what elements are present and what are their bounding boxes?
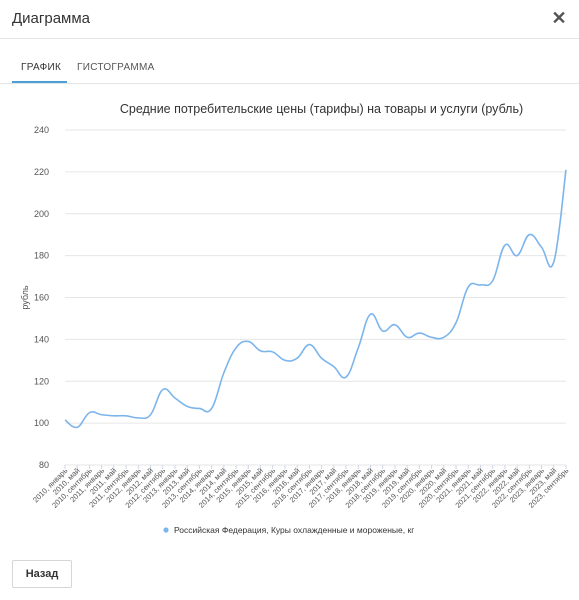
y-tick-label: 240 xyxy=(34,125,49,135)
chart-container: Средние потребительские цены (тарифы) на… xyxy=(0,95,579,540)
dialog-header: Диаграмма ✕ xyxy=(0,0,579,39)
tab-chart[interactable]: ГРАФИК xyxy=(21,62,62,73)
legend-label: Российская Федерация, Куры охлажденные и… xyxy=(174,525,414,535)
y-tick-label: 100 xyxy=(34,418,49,428)
y-tick-label: 200 xyxy=(34,209,49,219)
y-tick-label: 160 xyxy=(34,293,49,303)
close-icon[interactable]: ✕ xyxy=(551,8,567,28)
y-tick-label: 120 xyxy=(34,376,49,386)
dialog-title: Диаграмма xyxy=(12,10,91,27)
y-tick-label: 220 xyxy=(34,167,49,177)
y-axis-label: рубль xyxy=(20,285,30,310)
y-tick-label: 80 xyxy=(39,460,49,470)
back-button[interactable]: Назад xyxy=(12,560,72,588)
line-chart: Средние потребительские цены (тарифы) на… xyxy=(20,102,570,535)
y-tick-label: 180 xyxy=(34,251,49,261)
legend-marker xyxy=(163,527,169,533)
series-line xyxy=(64,169,567,429)
active-tab-indicator xyxy=(12,81,67,83)
y-tick-label: 140 xyxy=(34,334,49,344)
tab-histogram[interactable]: ГИСТОГРАММА xyxy=(77,62,155,73)
tab-bar: ГРАФИК ГИСТОГРАММА xyxy=(0,56,579,84)
chart-title: Средние потребительские цены (тарифы) на… xyxy=(120,102,523,116)
